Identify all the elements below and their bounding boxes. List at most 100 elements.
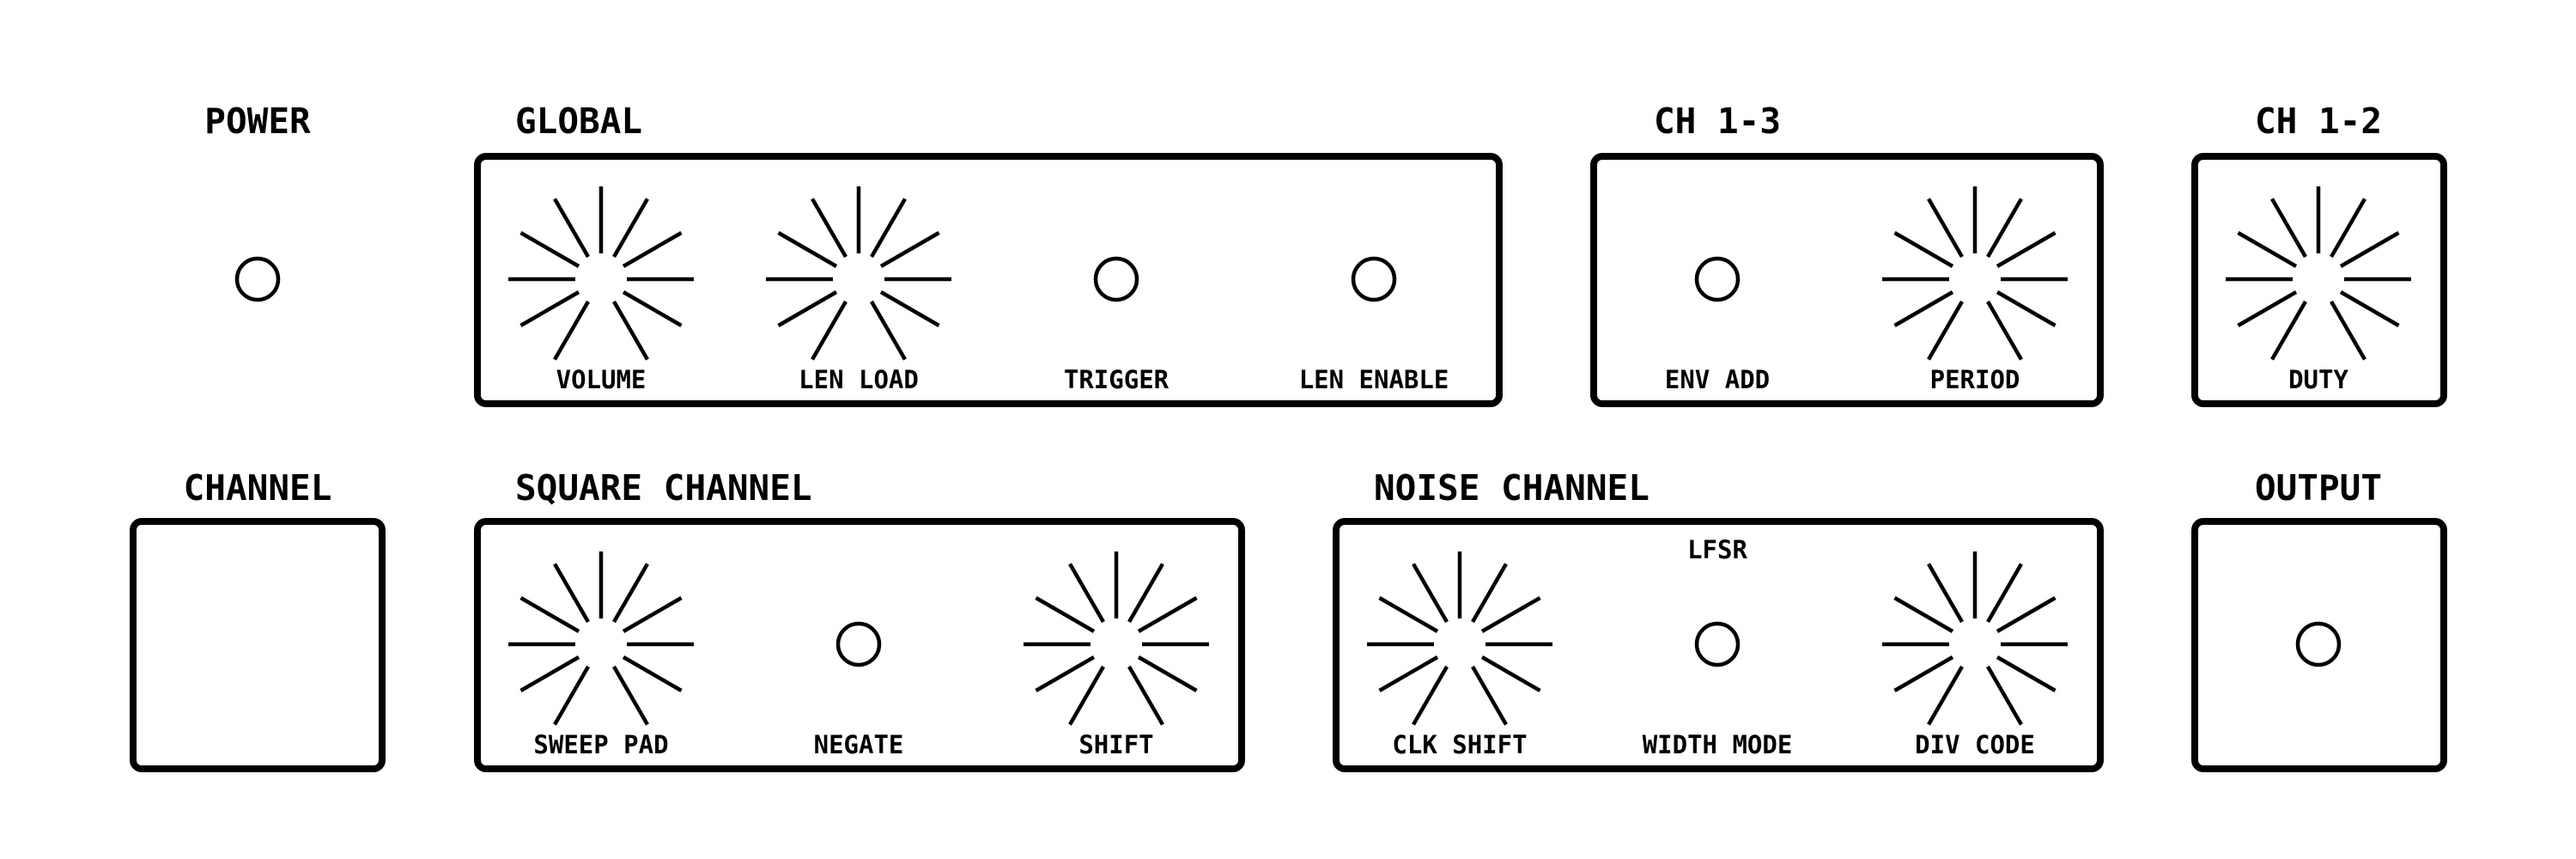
square-channel-section-box [474,518,1245,772]
knob-ray [1986,300,2023,361]
knob-ray [553,563,590,624]
knob-ray [1471,563,1508,624]
lfsr-label: LFSR [1687,535,1747,564]
ch13-section-title: CH 1-3 [1654,101,1781,142]
knob-ray [2270,198,2307,259]
negate-label: NEGATE [814,730,904,759]
knob-ray [1893,290,1954,327]
env-add-label: ENV ADD [1665,365,1770,394]
knob-ray [622,231,683,268]
trigger-label: TRIGGER [1064,365,1170,394]
knob-ray [1480,655,1541,692]
knob-ray [1127,665,1164,726]
knob-ray [1893,231,1954,268]
knob-ray [2237,231,2298,268]
knob-ray [1378,596,1439,633]
ch12-section-title: CH 1-2 [2255,101,2382,142]
knob-ray [612,300,649,361]
knob-ray [879,290,940,327]
knob-ray [2270,300,2307,361]
shift-label: SHIFT [1078,730,1153,759]
len-load-knob[interactable] [766,186,951,372]
knob-ray [553,665,590,726]
negate-jack[interactable] [835,621,882,667]
knob-ray [1068,665,1105,726]
knob-ray [2237,290,2298,327]
width-mode-label: WIDTH MODE [1643,730,1793,759]
knob-ray [1480,596,1541,633]
knob-ray [612,563,649,624]
knob-ray [553,300,590,361]
knob-ray [519,655,580,692]
knob-ray [2339,231,2400,268]
knob-ray [811,198,848,259]
knob-ray [1927,563,1964,624]
knob-ray [1927,665,1964,726]
knob-ray [553,198,590,259]
duty-knob[interactable] [2226,186,2411,372]
knob-ray [1893,596,1954,633]
channel-section-title: CHANNEL [184,467,332,509]
knob-ray [870,300,907,361]
knob-ray [622,596,683,633]
knob-ray [1035,655,1096,692]
knob-ray [811,300,848,361]
knob-ray [1927,198,1964,259]
global-section-box [474,153,1503,407]
knob-ray [2330,198,2366,259]
shift-knob[interactable] [1024,551,1209,737]
width-mode-jack[interactable] [1694,621,1741,667]
output-section-title: OUTPUT [2255,467,2382,509]
knob-ray [1893,655,1954,692]
knob-ray [1137,655,1198,692]
div-code-label: DIV CODE [1915,730,2035,759]
len-load-label: LEN LOAD [799,365,919,394]
knob-ray [519,231,580,268]
output-section-box [2191,518,2447,772]
ch12-section-box [2191,153,2447,407]
knob-ray [777,290,838,327]
knob-ray [1986,198,2023,259]
knob-ray [1927,300,1964,361]
ch13-section-box [1590,153,2104,407]
knob-ray [1996,655,2057,692]
knob-ray [879,231,940,268]
period-knob[interactable] [1882,186,2068,372]
knob-ray [622,290,683,327]
noise-channel-section-box [1333,518,2104,772]
knob-ray [1412,665,1449,726]
square-channel-section-title: SQUARE CHANNEL [515,467,812,509]
knob-ray [519,290,580,327]
len-enable-label: LEN ENABLE [1299,365,1449,394]
div-code-knob[interactable] [1882,551,2068,737]
volume-label: VOLUME [556,365,647,394]
knob-ray [622,655,683,692]
period-label: PERIOD [1930,365,2020,394]
knob-ray [2339,290,2400,327]
knob-ray [1068,563,1105,624]
sweep-pad-label: SWEEP PAD [533,730,668,759]
knob-ray [612,665,649,726]
len-enable-jack[interactable] [1351,256,1397,302]
trigger-jack[interactable] [1093,256,1139,302]
env-add-jack[interactable] [1694,256,1741,302]
sweep-pad-knob[interactable] [508,551,694,737]
global-section-title: GLOBAL [515,101,642,142]
knob-ray [870,198,907,259]
clk-shift-knob[interactable] [1367,551,1552,737]
knob-ray [1471,665,1508,726]
clk-shift-label: CLK SHIFT [1392,730,1527,759]
knob-ray [1996,231,2057,268]
noise-channel-section-title: NOISE CHANNEL [1374,467,1649,509]
knob-ray [1137,596,1198,633]
output-jack[interactable] [2295,621,2342,667]
channel-section-box [130,518,386,772]
knob-ray [2330,300,2366,361]
knob-ray [1986,563,2023,624]
volume-knob[interactable] [508,186,694,372]
power-jack[interactable] [234,256,281,302]
knob-ray [1996,596,2057,633]
knob-ray [1996,290,2057,327]
knob-ray [1986,665,2023,726]
